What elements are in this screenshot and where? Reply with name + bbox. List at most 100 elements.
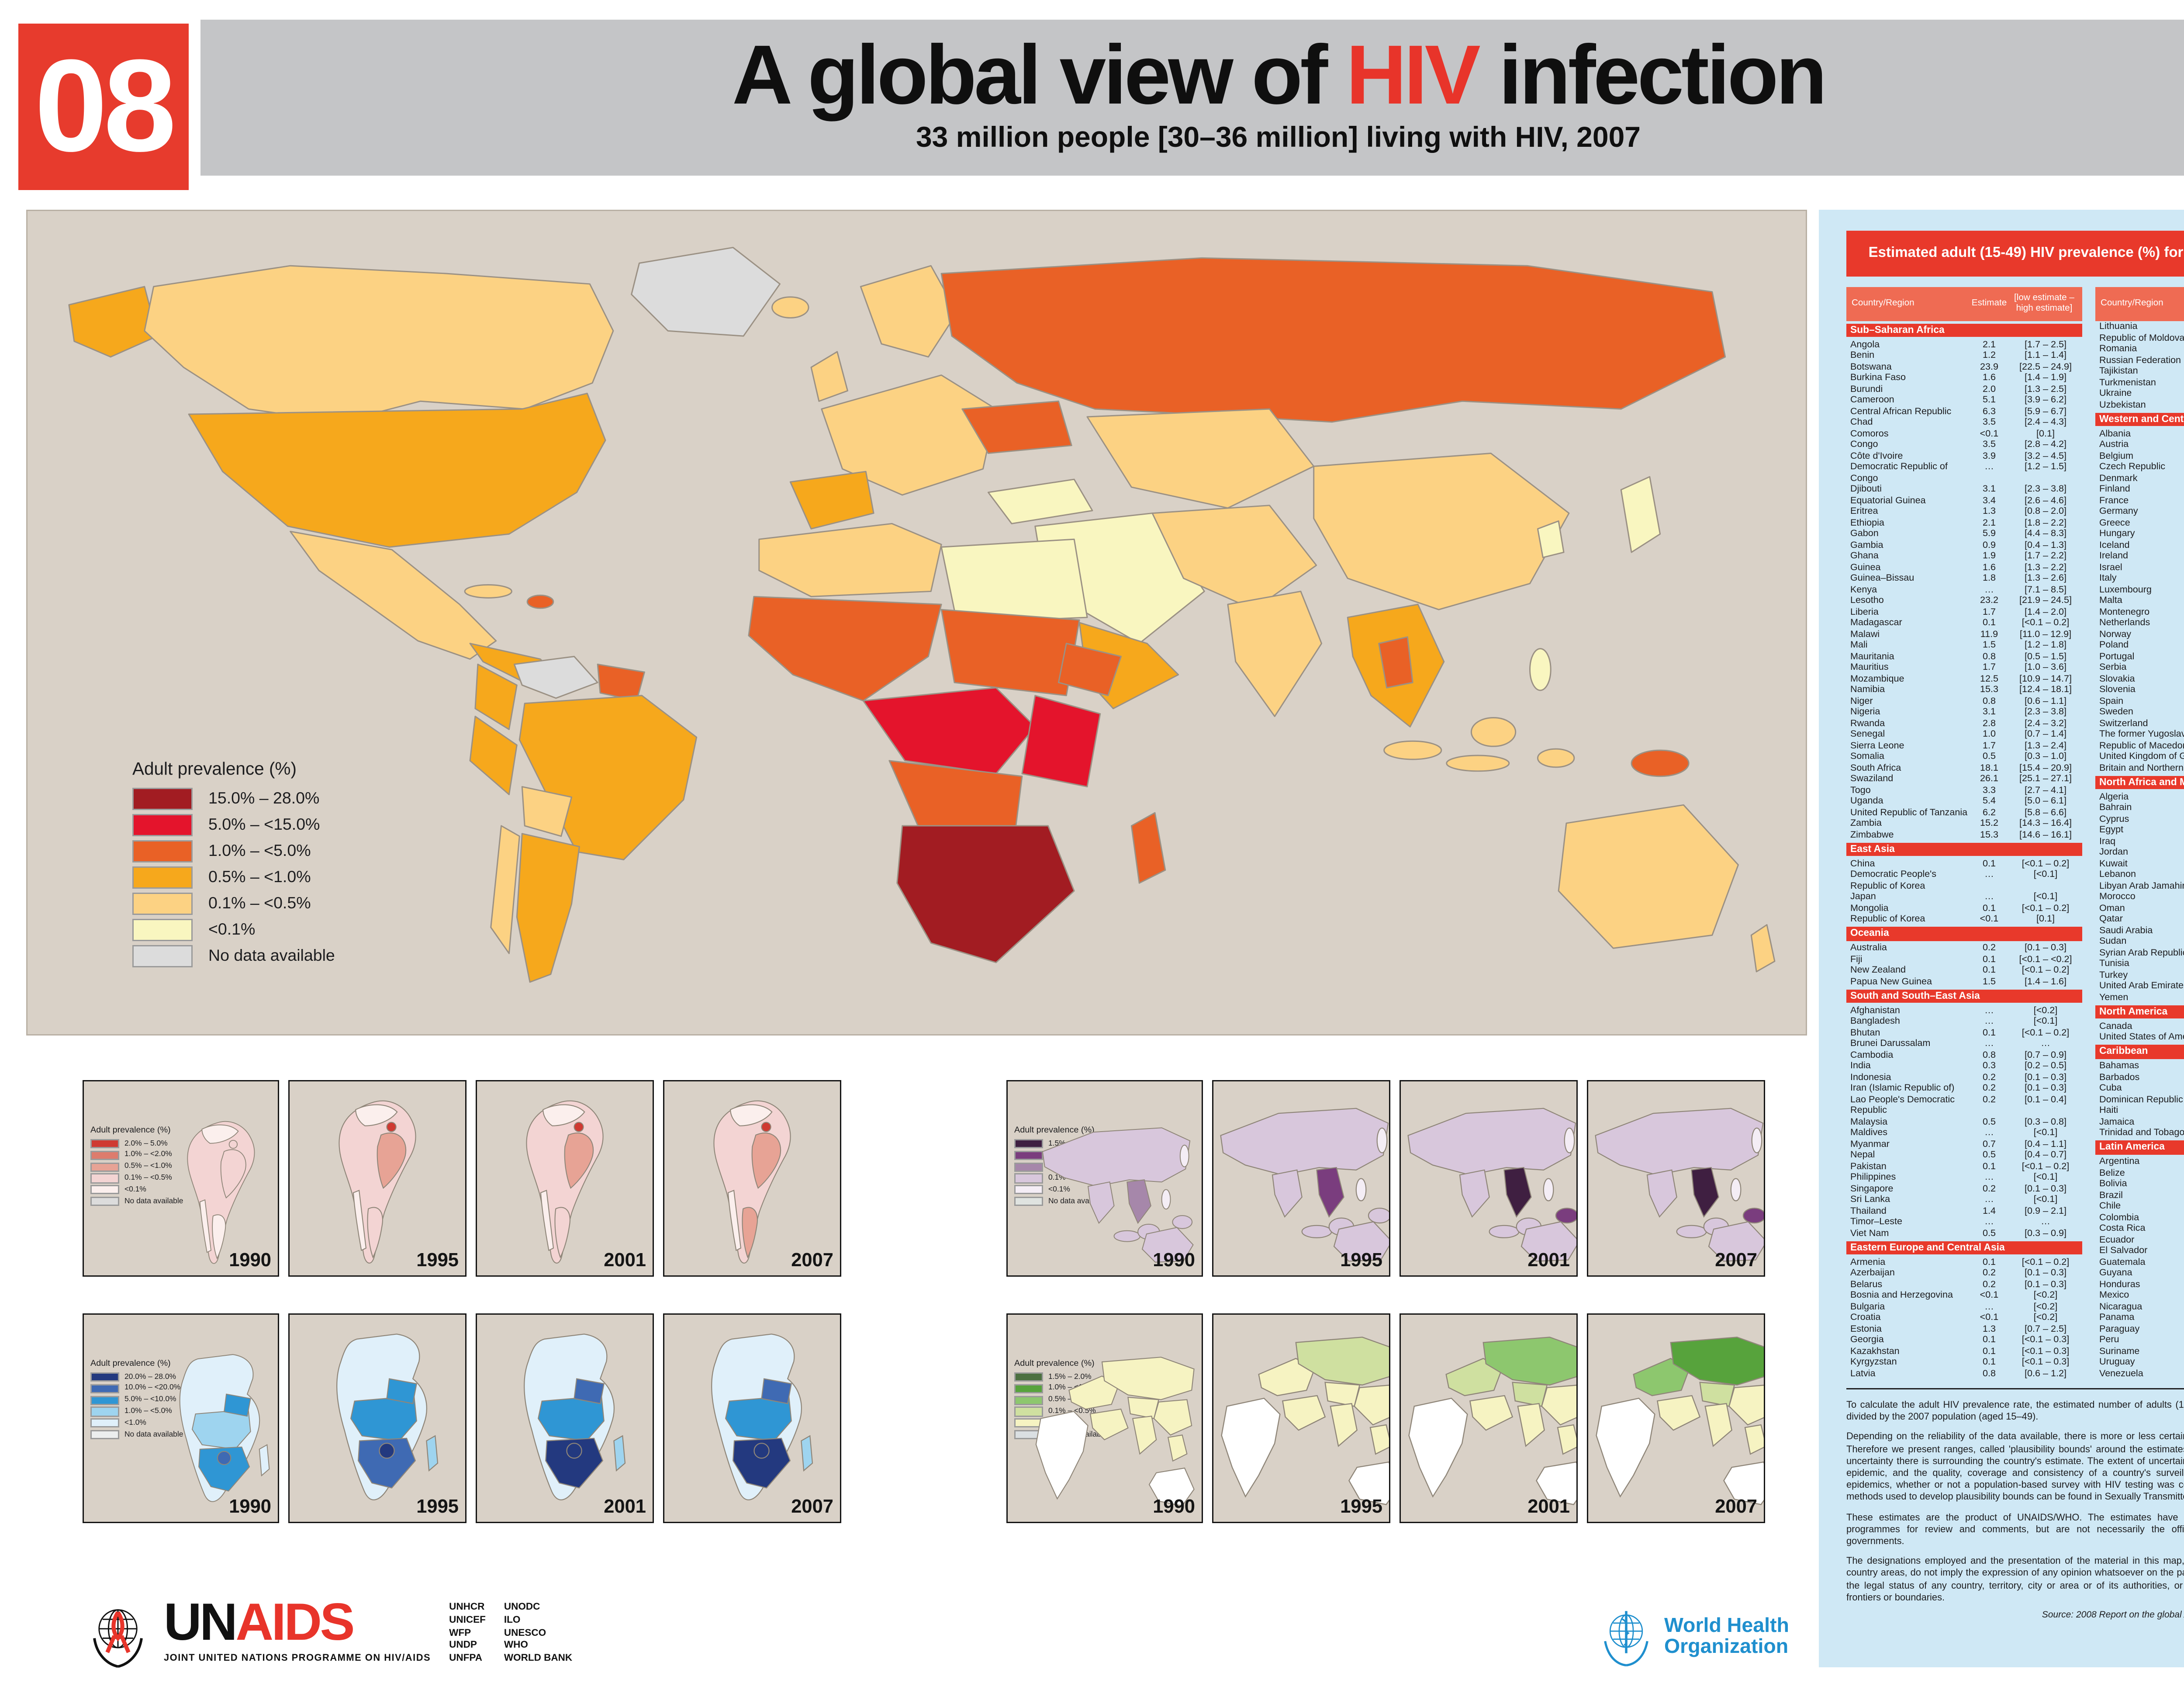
country-range: [<0.1 – 0.3] [2022,1333,2070,1345]
country-range: [0.1] [2036,426,2055,439]
country-range: [12.4 – 18.1] [2019,683,2072,695]
table-row: Mozambique 12.5 [10.9 – 14.7] [1846,672,2082,685]
table-row: Lesotho 23.2 [21.9 – 24.5] [1846,594,2082,606]
country-name: Cuba [2099,1081,2122,1093]
country-name: Armenia [1850,1255,1886,1267]
country-name: Namibia [1850,683,1885,695]
country-estimate: 15.3 [1980,683,1998,695]
country-estimate: 15.3 [1980,828,1998,840]
table-row: Indonesia 0.2 [0.1 – 0.3] [1846,1070,2082,1083]
country-name: Albania [2099,426,2131,439]
country-range: [2.7 – 4.1] [2025,783,2067,795]
table-row: Equatorial Guinea 3.4 [2.6 – 4.6] [1846,494,2082,506]
country-name: Congo [1850,438,1878,450]
table-row: Timor–Leste…… [1846,1216,2082,1228]
table-row: South Africa 18.1 [15.4 – 20.9] [1846,762,2082,774]
table-row: Egypt…[<0.1] [2095,824,2184,836]
mini-legend-title: Adult prevalence (%) [1014,1359,1095,1368]
map-new-zealand [1750,924,1776,973]
legend-swatch [90,1162,119,1172]
country-name: South Africa [1850,761,1901,773]
country-name: The former Yugoslav Republic of Macedoni… [2099,727,2184,751]
country-name: Papua New Guinea [1850,974,1932,987]
country-range: [4.4 – 8.3] [2025,527,2067,539]
country-estimate: 0.8 [1983,1048,1996,1060]
table-row: Sudan1.4[1.0 – 2.0] [2095,935,2184,947]
map-borneo [1470,717,1517,747]
country-range: [5.8 – 6.6] [2025,805,2067,817]
mini-map-group-europe-central-asia: Adult prevalence (%)1.5% – 2.0%1.0% – <1… [1006,1313,1765,1523]
country-name: Guatemala [2099,1255,2146,1267]
country-range: [<0.1] [2033,1015,2058,1026]
table-row: Guyana2.5[1.4 – 3.7] [2095,1267,2184,1279]
table-row: Ireland0.2[0.1 – 0.3] [2095,550,2184,562]
country-name: Iceland [2099,538,2130,550]
country-name: Austria [2099,438,2129,450]
legend-item: 5.0% – <10.0% [90,1395,198,1405]
table-row: Haiti2.2[1.9 – 2.5] [2095,1104,2184,1116]
country-name: Liberia [1850,605,1879,617]
table-row: Bahamas3.0[1.9 – 4.2] [2095,1060,2184,1072]
table-row: Democratic Republic of Congo … [1.2 – 1.5] [1846,461,2082,484]
country-range: [2.3 – 3.8] [2025,705,2067,717]
country-name: Russian Federation [2099,353,2181,365]
country-name: Malta [2099,594,2122,606]
mini-map-eurasia-drawing [1035,1357,1195,1507]
table-row: Turkmenistan<0.1[<0.2] [2095,376,2184,388]
country-name: Malaysia [1850,1115,1888,1127]
country-name: Saudi Arabia [2099,923,2153,935]
country-range: … [2041,1037,2050,1049]
table-row: Malta0.1[<0.1 – 0.2] [2095,594,2184,606]
map-cuba [464,584,512,599]
table-row: Serbia0.1[<0.1 – 0.2] [2095,661,2184,673]
country-estimate: 11.9 [1980,627,1998,639]
mini-map-legend: Adult prevalence (%) 2.0% – 5.0% 1.0% – <2… [90,1126,198,1208]
table-row: Spain0.5[0.3 – 0.8] [2095,695,2184,707]
country-estimate: 18.1 [1980,761,1998,773]
country-estimate: … [1984,582,1994,595]
legend-item: No data available [90,1430,198,1440]
country-estimate: 3.5 [1983,438,1996,450]
country-range: [0.1 – 0.3] [2025,1070,2067,1082]
map-iberia [789,471,874,530]
country-name: Guinea–Bissau [1850,571,1914,583]
country-estimate: 0.2 [1983,1081,1996,1093]
country-range: [2.4 – 3.2] [2025,716,2067,728]
country-name: Hungary [2099,527,2135,539]
country-name: Czech Republic [2099,460,2166,472]
table-row: Montenegro…… [2095,606,2184,618]
country-name: Qatar [2099,912,2123,924]
legend-label: No data available [208,946,335,965]
country-name: Sudan [2099,935,2127,946]
country-name: Peru [2099,1333,2119,1345]
country-name: Angola [1850,337,1880,350]
country-name: Germany [2099,505,2138,516]
country-name: Gambia [1850,538,1883,550]
country-range: [<0.1] [2033,1171,2058,1182]
table-row: Slovenia<0.1[<0.2] [2095,683,2184,696]
legend-swatch [132,893,193,914]
table-row: Kenya … [7.1 – 8.5] [1846,582,2082,596]
map-ethiopia [1057,643,1122,696]
legend-item: 1.0% – <5.0% [90,1407,198,1417]
note-paragraph: Depending on the reliability of the data… [1846,1430,2184,1503]
map-turkey [987,478,1093,524]
table-section-header: East Asia [1846,842,2082,856]
country-name: Côte d'Ivoire [1850,449,1903,461]
mini-map-year-label: 2007 [1715,1497,1757,1518]
table-section-header: Western and Central Europe [2095,412,2184,426]
country-range: [10.9 – 14.7] [2019,672,2072,684]
map-east-africa [1021,695,1101,788]
table-row: Kuwait…[<0.2] [2095,857,2184,869]
map-venezuela [513,655,598,699]
table-row: Liberia 1.7 [1.4 – 2.0] [1846,606,2082,618]
table-row: Czech Republic…[<0.1] [2095,461,2184,473]
country-name: Australia [1850,941,1887,953]
table-row: Costa Rica0.4[0.2 – 0.6] [2095,1222,2184,1234]
country-range: [21.9 – 24.5] [2019,594,2072,606]
table-row: Japan … [<0.1] [1846,890,2082,903]
country-name: Djibouti [1850,482,1882,494]
legend-item: 0.1% – <0.5% [1014,1407,1122,1417]
country-name: Greece [2099,516,2130,528]
country-range: [<0.1] [2033,1193,2058,1205]
